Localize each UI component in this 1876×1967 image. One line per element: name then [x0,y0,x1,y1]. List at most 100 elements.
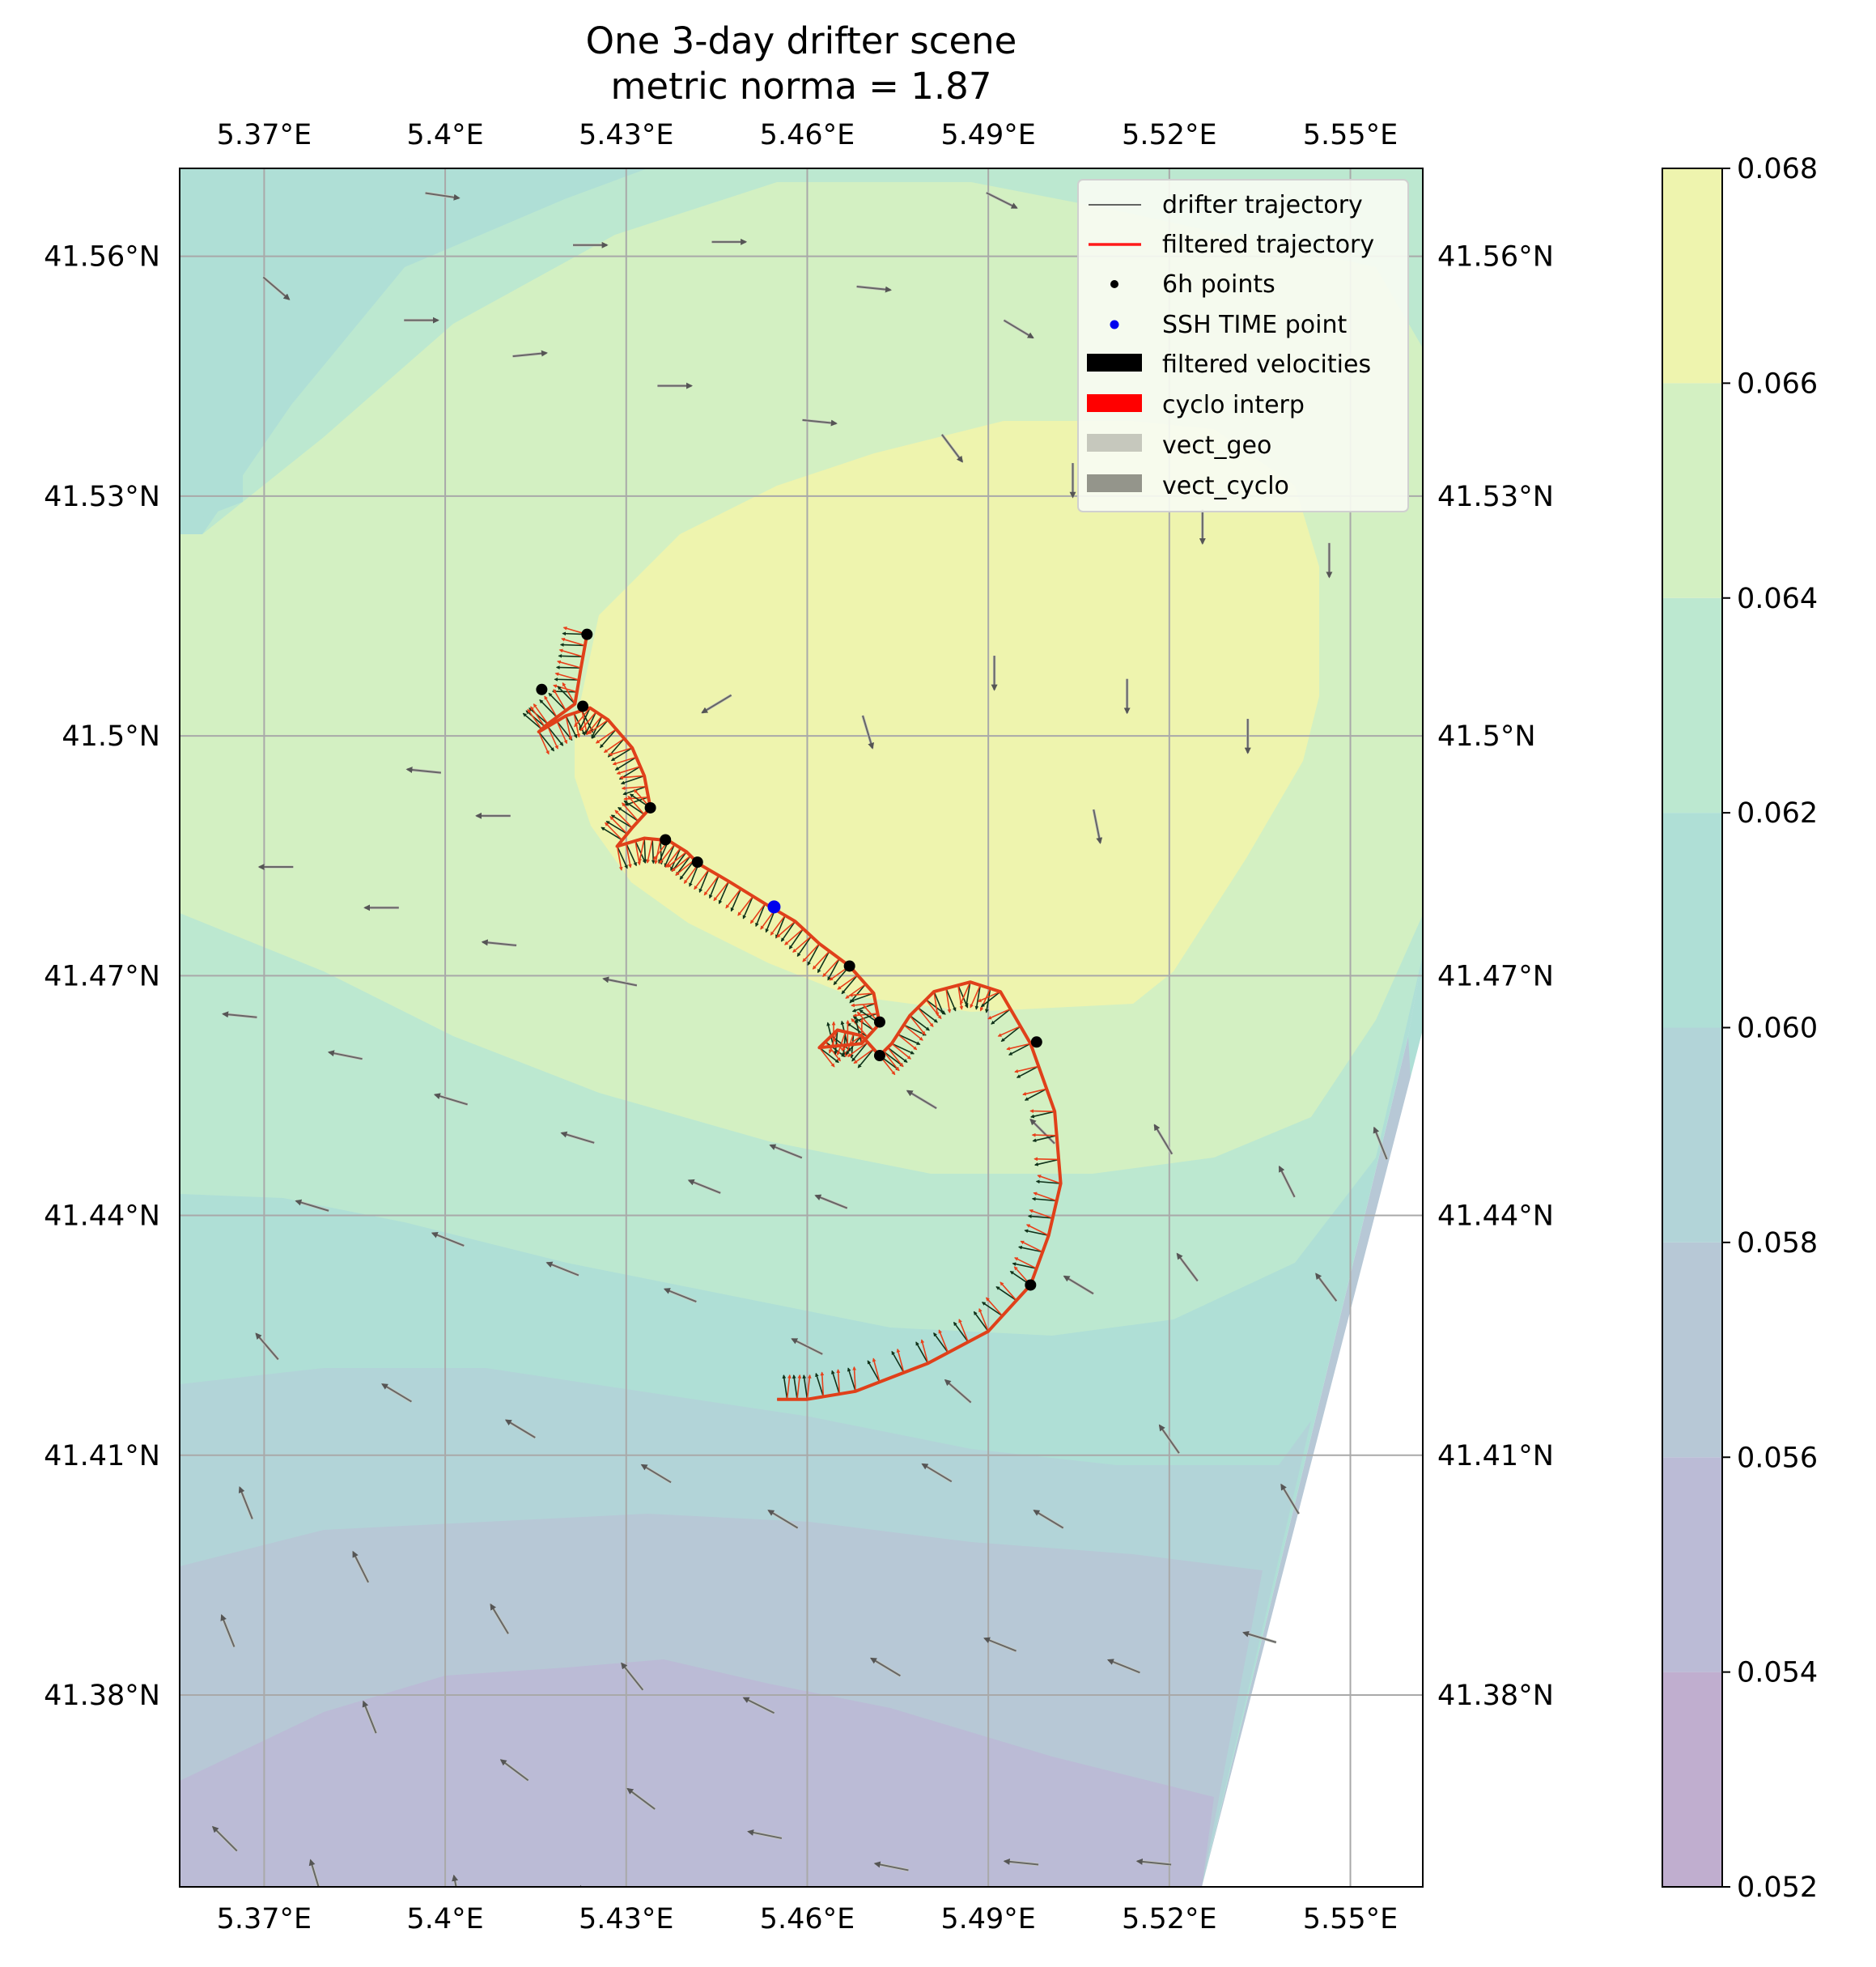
cyclo-interp-arrow [725,888,742,909]
filtered-velocity-arrow [945,988,957,1012]
cyclo-interp-arrow [820,1371,825,1397]
vect-cyclo-arrow [701,694,732,714]
y-tick-label-right: 41.56°N [1437,241,1554,274]
cyclo-interp-arrow [554,672,579,681]
filtered-velocity-arrow [850,992,874,1003]
cyclo-interp-arrow [616,846,623,871]
legend-box [1077,179,1409,512]
cyclo-interp-arrow [847,1041,868,1057]
legend-label-vect-geo: vect_geo [1162,431,1271,460]
ssh-band-0.054-0.056 [180,1659,1214,1887]
filtered-velocity-arrow [792,1374,798,1400]
cyclo-interp-arrow [561,637,586,647]
vect-cyclo-arrow [621,1662,644,1691]
filtered-velocity-arrow [605,820,628,835]
filtered-velocity-arrow [664,843,676,868]
cyclo-interp-arrow [822,958,840,978]
cyclo-interp-arrow [562,682,576,704]
six-hour-point [644,801,656,814]
filtered-velocity-arrow [855,1019,863,1044]
filtered-velocity-arrow [1027,1214,1053,1219]
cyclo-interp-arrow [547,726,558,750]
cyclo-interp-arrow [836,1031,847,1056]
cyclo-interp-arrow [978,1307,989,1332]
cyclo-interp-arrow [1014,1065,1039,1073]
cyclo-interp-arrow [544,695,558,718]
cyclo-interp-arrow [933,991,940,1017]
y-tick-label-left: 41.47°N [44,960,160,992]
filtered-velocity-arrow [718,881,730,905]
filtered-velocity-arrow [1031,1196,1057,1202]
six-hour-point [691,856,703,869]
filtered-velocity-arrow [623,800,645,815]
six-hour-point [873,1050,885,1062]
vect-cyclo-arrow [944,1379,972,1404]
filtered-velocity-arrow [592,719,609,739]
filtered-velocity-arrow [851,1042,868,1062]
x-tick-label-top: 5.55°E [1303,119,1399,151]
filtered-velocity-arrow [538,731,555,752]
cyclo-interp-arrow [530,706,545,728]
vect-cyclo-arrow [640,1464,672,1484]
cyclo-interp-arrow [556,720,568,745]
legend-label-filtvel: filtered velocities [1162,350,1371,379]
cyclo-interp-arrow [579,711,597,732]
filtered-velocity-arrow [891,1043,915,1055]
cyclo-interp-arrow [872,1357,881,1383]
colorbar-band [1662,813,1722,1028]
filtered-velocity-arrow [730,888,742,912]
legend: drifter trajectory filtered trajectory 6… [1077,179,1409,512]
cyclo-interp-arrow [806,1374,812,1400]
x-tick-label-bottom: 5.46°E [760,1903,855,1935]
cyclo-interp-arrow [896,1348,905,1373]
filtered-velocity-arrow [1035,1179,1061,1184]
vect-cyclo-arrow [1278,1165,1296,1198]
ssh-band-0.060-0.062-topleft [180,168,243,526]
cyclo-interp-arrow [920,1339,929,1364]
ssh-time-point [767,900,781,914]
colorbar-tick-label: 0.058 [1737,1227,1818,1260]
plot-frame [179,168,1424,1888]
cyclo-interp-arrow [694,869,710,890]
ssh-contours [180,168,1423,1887]
colorbar-tick-label: 0.062 [1737,797,1818,830]
vect-cyclo-arrow [222,1011,257,1018]
cyclo-interp-arrow [1006,1043,1031,1051]
vect-cyclo-arrow [405,767,441,774]
cyclo-interp-arrow [638,838,645,863]
filtered-velocity-arrow [973,1311,989,1332]
cyclo-interp-arrow [1029,1209,1053,1219]
filtered-velocity-arrow [933,991,944,1015]
cyclo-interp-arrow [1020,1240,1043,1253]
cyclo-interp-arrow [959,981,971,1005]
filtered-velocity-arrow [1012,1262,1037,1269]
vect-cyclo-arrow [1373,1126,1388,1160]
cyclo-interp-arrow [883,1051,900,1072]
cyclo-interp-arrow [587,719,609,735]
filtered-velocity-arrow [1008,1043,1031,1056]
vect-cyclo-arrow [862,715,875,750]
colorbar-tick-label: 0.052 [1737,1871,1818,1904]
x-tick-label-top: 5.52°E [1122,119,1217,151]
vect-cyclo-arrow [742,1697,775,1714]
filtered-velocity-arrow [618,806,639,822]
cyclo-interp-arrow [887,1047,904,1068]
filtered-velocity-arrow [1016,1065,1039,1078]
cyclo-interp-arrow [614,809,633,829]
y-tick-label-left: 41.44°N [44,1200,160,1233]
filtered-velocity-arrow [841,975,859,995]
filtered-velocity-arrow [1029,1111,1055,1119]
vect-cyclo-arrow [560,1131,595,1144]
filtered-velocity-arrow [635,840,647,864]
legend-swatch-ssh [1110,320,1119,329]
six-hour-point [536,683,548,695]
vect-cyclo-arrow [1280,1483,1300,1515]
vect-cyclo-arrow [921,1463,953,1483]
vect-cyclo-arrow [433,1093,468,1106]
filtered-velocity-arrow [1024,1229,1049,1237]
vect-cyclo-arrow [255,1332,279,1361]
vect-cyclo-arrow [602,976,638,987]
vect-cyclo-arrow [687,1179,721,1194]
colorbar: 0.052 0.054 0.056 0.058 0.060 0.062 0.064 0.066… [1662,153,1818,1904]
